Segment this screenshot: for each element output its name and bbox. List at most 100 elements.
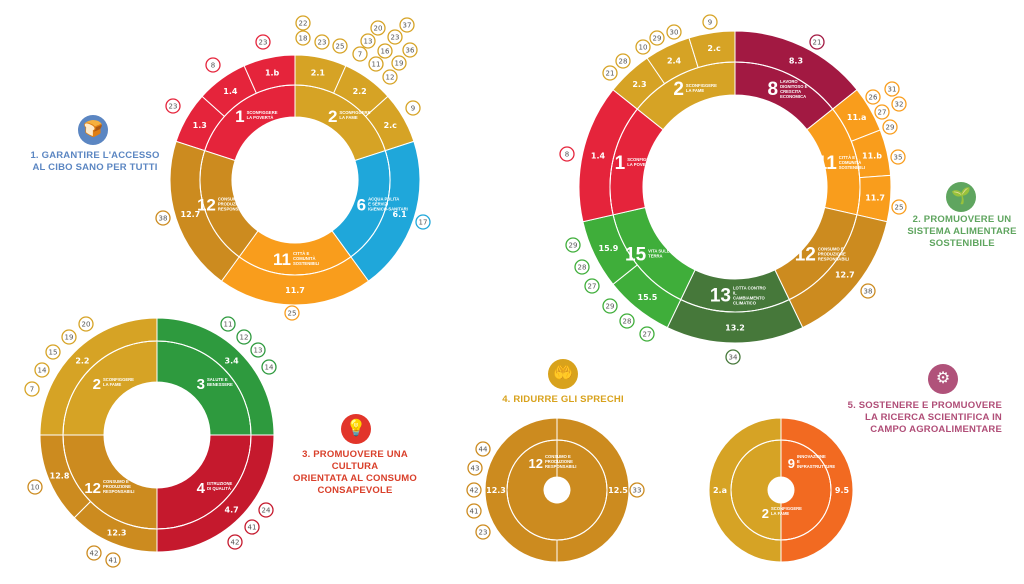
target-label: 6.1 xyxy=(393,210,408,219)
goal-caption: LA FAME xyxy=(771,511,789,516)
goal-caption: PRODUZIONE xyxy=(545,459,573,464)
reference-bubble: 12 xyxy=(236,329,252,345)
target-label: 1.4 xyxy=(591,152,606,161)
reference-number: 27 xyxy=(643,331,652,339)
reference-bubble: 38 xyxy=(860,283,876,299)
reference-number: 7 xyxy=(30,386,34,394)
goal-caption: BENESSERE xyxy=(207,382,233,387)
reference-bubble: 19 xyxy=(391,55,407,71)
reference-bubble: 11 xyxy=(220,316,236,332)
reference-bubble: 21 xyxy=(809,34,825,50)
head-gears-icon: ⚙ xyxy=(928,364,958,394)
goal-caption: CONSUMO E xyxy=(818,247,844,252)
goal-caption: SCONFIGGERE xyxy=(686,83,717,88)
reference-bubble: 34 xyxy=(725,349,741,365)
target-label: 2.1 xyxy=(311,68,326,77)
reference-number: 21 xyxy=(813,39,822,47)
reference-number: 19 xyxy=(395,60,404,68)
goal-number: 3 xyxy=(197,376,205,393)
reference-bubble: 35 xyxy=(890,149,906,165)
reference-number: 29 xyxy=(569,242,578,250)
goal-caption: CRESCITA xyxy=(780,89,801,94)
reference-number: 24 xyxy=(262,507,271,515)
reference-bubble: 9 xyxy=(702,14,718,30)
reference-bubble: 7 xyxy=(352,46,368,62)
reference-bubble: 29 xyxy=(882,119,898,135)
reference-bubble: 15 xyxy=(45,344,61,360)
target-label: 11.b xyxy=(862,152,882,161)
reference-number: 28 xyxy=(619,58,628,66)
goal-number: 12 xyxy=(84,480,101,497)
reference-number: 25 xyxy=(895,204,904,212)
target-label: 2.2 xyxy=(353,87,367,96)
objective-4-title: 4. RIDURRE GLI SPRECHI xyxy=(502,394,624,405)
goal-number: 2 xyxy=(93,376,101,393)
reference-number: 28 xyxy=(623,318,632,326)
goal-caption: CLIMATICO xyxy=(733,301,757,306)
goal-caption: SOSTENIBILI xyxy=(839,165,865,170)
reference-number: 8 xyxy=(565,151,569,159)
target-label: 12.3 xyxy=(107,528,127,537)
reference-number: 29 xyxy=(886,124,895,132)
reference-number: 29 xyxy=(653,35,662,43)
reference-number: 18 xyxy=(299,35,308,43)
goal-caption: SCONFIGGERE xyxy=(103,377,134,382)
goal-caption: CITTÀ E xyxy=(293,251,309,256)
target-label: 8.3 xyxy=(789,56,803,65)
goal-caption: CONSUMO E xyxy=(103,479,129,484)
reference-bubble: 8 xyxy=(205,57,221,73)
reference-bubble: 42 xyxy=(86,545,102,561)
goal-segment-12: 12.5 12.3 12 CONSUMO EPRODUZIONERESPONSABIL… xyxy=(484,417,630,563)
reference-number: 25 xyxy=(288,310,297,318)
goal-caption: CONSUMO E xyxy=(218,196,244,201)
reference-number: 43 xyxy=(471,465,480,473)
reference-bubble: 27 xyxy=(874,104,890,120)
goal-number: 12 xyxy=(795,245,816,266)
target-label: 15.9 xyxy=(599,244,619,253)
goal-number: 12 xyxy=(197,195,216,214)
reference-number: 23 xyxy=(479,529,488,537)
reference-bubble: 13 xyxy=(250,342,266,358)
goal-number: 1 xyxy=(235,107,244,126)
reference-bubble: 41 xyxy=(466,503,482,519)
reference-bubble: 30 xyxy=(666,24,682,40)
reference-number: 9 xyxy=(411,105,415,113)
sdg-wheel-4: 12.5 12.3 12 CONSUMO EPRODUZIONERESPONSABIL… xyxy=(466,417,645,563)
reference-number: 21 xyxy=(606,70,615,78)
reference-bubble: 41 xyxy=(105,552,121,568)
reference-number: 14 xyxy=(265,364,274,372)
target-label: 11.7 xyxy=(285,286,305,295)
reference-number: 42 xyxy=(231,539,240,547)
reference-number: 42 xyxy=(470,487,479,495)
reference-number: 14 xyxy=(38,367,47,375)
target-label: 4.7 xyxy=(225,506,239,515)
reference-number: 25 xyxy=(336,43,345,51)
reference-bubble: 31 xyxy=(884,81,900,97)
sprout-icon: 🌱 xyxy=(946,182,976,212)
reference-number: 28 xyxy=(578,264,587,272)
ring-divider xyxy=(609,61,861,313)
target-label: 12.8 xyxy=(50,471,70,480)
goal-number: 2 xyxy=(673,79,684,100)
goal-caption: TERRA xyxy=(648,254,662,259)
reference-number: 10 xyxy=(639,44,648,52)
goal-caption: LOTTA CONTRO xyxy=(733,286,767,291)
goal-caption: SCONFIGGERE xyxy=(247,110,278,115)
target-label: 2.c xyxy=(707,44,721,53)
reference-bubble: 10 xyxy=(635,39,651,55)
reference-number: 41 xyxy=(248,524,257,532)
reference-bubble: 16 xyxy=(377,43,393,59)
reference-bubble: 21 xyxy=(602,65,618,81)
goal-caption: LA POVERTÀ xyxy=(627,162,654,167)
